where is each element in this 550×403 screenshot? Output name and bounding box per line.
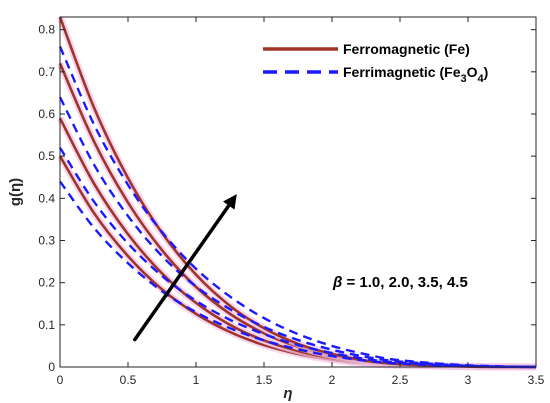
legend-label-fe3o4: Ferrimagnetic (Fe3O4) xyxy=(343,64,488,85)
y-tick-label: 0.6 xyxy=(38,107,55,121)
x-tick-label: 2.5 xyxy=(392,373,409,387)
y-ticks: 0 0.1 0.2 0.3 0.4 0.5 0.6 0.7 0.8 xyxy=(38,23,536,374)
legend-box xyxy=(252,33,528,91)
x-tick-label: 0 xyxy=(57,373,64,387)
y-axis-label: g(η) xyxy=(7,178,24,206)
legend: Ferromagnetic (Fe) Ferrimagnetic (Fe3O4) xyxy=(252,33,528,91)
x-ticks: 0 0.5 1 1.5 2 2.5 3 3.5 xyxy=(57,17,545,387)
legend-label-fe: Ferromagnetic (Fe) xyxy=(343,41,470,57)
arrow-head xyxy=(223,194,237,210)
y-tick-label: 0.5 xyxy=(38,149,55,163)
series-line-fe3o4-3 xyxy=(58,96,537,369)
beta-symbol: β xyxy=(332,274,342,291)
y-tick-label: 0 xyxy=(48,360,55,374)
legend-fe3o4-sub3: 3 xyxy=(460,73,466,85)
y-tick-label: 0.2 xyxy=(38,276,55,290)
arrow-shaft xyxy=(133,203,231,342)
y-tick-label: 0.4 xyxy=(38,191,55,205)
y-tick-label: 0.7 xyxy=(38,65,55,79)
x-axis-label: η xyxy=(283,385,292,402)
x-tick-label: 0.5 xyxy=(120,373,137,387)
beta-values: = 1.0, 2.0, 3.5, 4.5 xyxy=(342,274,468,291)
legend-fe3o4-o: O xyxy=(467,64,478,80)
legend-fe3o4-sub4: 4 xyxy=(478,73,485,85)
plot-frame xyxy=(59,16,537,368)
legend-fe3o4-a: Ferrimagnetic (Fe xyxy=(343,64,461,80)
direction-arrow xyxy=(133,194,237,342)
x-tick-label: 3.5 xyxy=(528,373,545,387)
legend-fe3o4-close: ) xyxy=(484,64,489,80)
y-tick-label: 0.3 xyxy=(38,233,55,247)
x-tick-label: 1 xyxy=(193,373,200,387)
series-line-fe3o4-4 xyxy=(58,46,537,369)
y-tick-label: 0.1 xyxy=(38,318,55,332)
series-line-fe3o4-2 xyxy=(58,147,537,369)
x-tick-label: 3 xyxy=(465,373,472,387)
y-tick-label: 0.8 xyxy=(38,23,55,37)
x-tick-label: 1.5 xyxy=(256,373,273,387)
x-tick-label: 2 xyxy=(329,373,336,387)
parameter-annotation: β = 1.0, 2.0, 3.5, 4.5 xyxy=(332,274,468,291)
